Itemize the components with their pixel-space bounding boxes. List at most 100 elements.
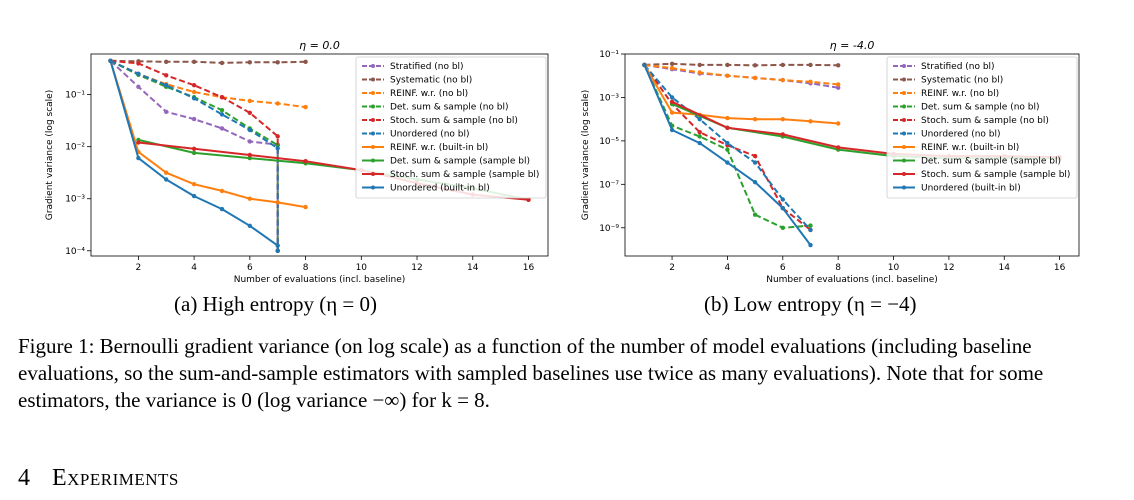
legend-label: Systematic (no bl) xyxy=(921,76,1003,86)
data-point xyxy=(247,60,252,65)
data-point xyxy=(725,115,730,121)
data-point xyxy=(275,243,280,248)
data-point xyxy=(669,99,675,105)
data-point xyxy=(303,159,308,164)
y-tick-label: 10⁻¹ xyxy=(599,50,619,60)
data-point xyxy=(697,62,702,68)
data-point xyxy=(247,139,252,144)
data-point xyxy=(780,197,785,202)
legend-marker xyxy=(371,64,375,68)
data-point xyxy=(136,61,141,66)
section-title: Experiments xyxy=(52,465,179,491)
legend-marker xyxy=(371,145,375,149)
chart-title: η = 0.0 xyxy=(299,39,340,52)
legend-marker xyxy=(902,172,906,176)
legend-label: REINF. w.r. (no bl) xyxy=(390,89,468,99)
data-point xyxy=(669,61,675,66)
data-point xyxy=(669,127,675,133)
data-point xyxy=(164,177,169,182)
data-point xyxy=(247,196,252,201)
data-point xyxy=(275,134,280,139)
legend-box xyxy=(886,56,1078,199)
x-tick-label: 6 xyxy=(780,263,786,273)
legend-label: Stoch. sum & sample (no bl) xyxy=(921,116,1049,126)
data-point xyxy=(836,85,841,90)
data-point xyxy=(191,83,197,88)
x-tick-label: 2 xyxy=(669,263,675,273)
x-tick-label: 12 xyxy=(943,263,954,273)
series-line-reinf-w-r-no-bl xyxy=(644,63,839,86)
legend-marker xyxy=(902,64,906,68)
legend-label: Unordered (no bl) xyxy=(921,130,1001,140)
series-line-stratified-no-bl xyxy=(644,63,839,89)
series-line-det-sum-sample-no-bl xyxy=(110,59,279,251)
data-point xyxy=(808,79,813,84)
data-point xyxy=(191,150,197,156)
data-point xyxy=(808,227,813,233)
x-tick-label: 4 xyxy=(191,263,197,273)
legend-label: Det. sum & sample (no bl) xyxy=(390,103,509,113)
plot-frame xyxy=(624,53,1080,257)
series-line-reinf-w-r-built-in-bl xyxy=(643,64,839,125)
data-point xyxy=(780,206,785,211)
plot-frame xyxy=(90,53,549,257)
x-tick-label: 4 xyxy=(725,263,731,273)
data-point xyxy=(808,223,813,228)
figure-caption: Figure 1: Bernoulli gradient variance (o… xyxy=(18,333,1118,414)
data-point xyxy=(219,126,225,131)
data-point xyxy=(219,60,225,66)
data-point xyxy=(275,146,280,151)
data-point xyxy=(303,59,308,64)
data-point xyxy=(164,83,169,88)
legend-label: Stratified (no bl) xyxy=(921,62,995,72)
x-tick-label: 10 xyxy=(888,263,900,273)
data-point xyxy=(191,193,197,199)
data-point xyxy=(836,145,841,150)
data-point xyxy=(780,225,785,230)
y-tick-label: 10⁻³ xyxy=(65,195,85,205)
data-point xyxy=(275,248,280,253)
data-point xyxy=(136,155,141,161)
y-tick-label: 10⁻⁴ xyxy=(65,247,85,257)
y-tick-label: 10⁻⁹ xyxy=(599,224,619,234)
data-point xyxy=(752,212,758,217)
y-axis-label: Gradient variance (log scale) xyxy=(581,90,591,220)
legend-marker xyxy=(902,185,906,190)
section-heading: 4 Experiments xyxy=(18,465,179,492)
y-tick-label: 10⁻² xyxy=(65,143,85,153)
legend-label: Unordered (built-in bl) xyxy=(921,184,1021,194)
series-line-stratified-no-bl xyxy=(109,60,279,251)
x-tick-label: 6 xyxy=(247,263,253,273)
data-point xyxy=(836,121,841,126)
data-point xyxy=(191,182,197,187)
chart-title: η = -4.0 xyxy=(830,39,875,52)
legend-marker xyxy=(371,91,375,95)
legend-marker xyxy=(902,145,906,149)
data-point xyxy=(191,89,197,95)
data-point xyxy=(752,180,758,185)
x-tick-label: 8 xyxy=(303,263,309,273)
data-point xyxy=(725,73,730,78)
data-point xyxy=(191,116,197,122)
legend-marker xyxy=(902,158,906,163)
legend-label: Unordered (no bl) xyxy=(390,130,470,140)
data-point xyxy=(219,188,225,194)
legend-label: Stratified (no bl) xyxy=(390,62,464,72)
data-point xyxy=(303,104,308,110)
data-point xyxy=(247,127,252,133)
data-point xyxy=(164,170,169,175)
data-point xyxy=(275,60,280,65)
series-line-systematic-no-bl xyxy=(110,59,306,64)
data-point xyxy=(697,140,702,146)
data-point xyxy=(164,59,169,64)
data-point xyxy=(669,65,675,71)
legend-label: REINF. w.r. (no bl) xyxy=(921,89,999,99)
chart-high-entropy: η = 0.0 2 4 6 8 10 12 14 16 10⁻⁴ 10⁻³ 10⁻² 10⁻¹ Numbe… xyxy=(45,39,549,285)
data-point xyxy=(780,62,785,68)
data-point xyxy=(275,200,280,205)
subcaption-b: (b) Low entropy (η = −4) xyxy=(704,292,917,316)
data-point xyxy=(275,101,280,106)
legend-label: Stoch. sum & sample (no bl) xyxy=(390,116,518,126)
legend-label: Stoch. sum & sample (sample bl) xyxy=(390,170,539,180)
y-axis-label: Gradient variance (log scale) xyxy=(45,90,55,220)
